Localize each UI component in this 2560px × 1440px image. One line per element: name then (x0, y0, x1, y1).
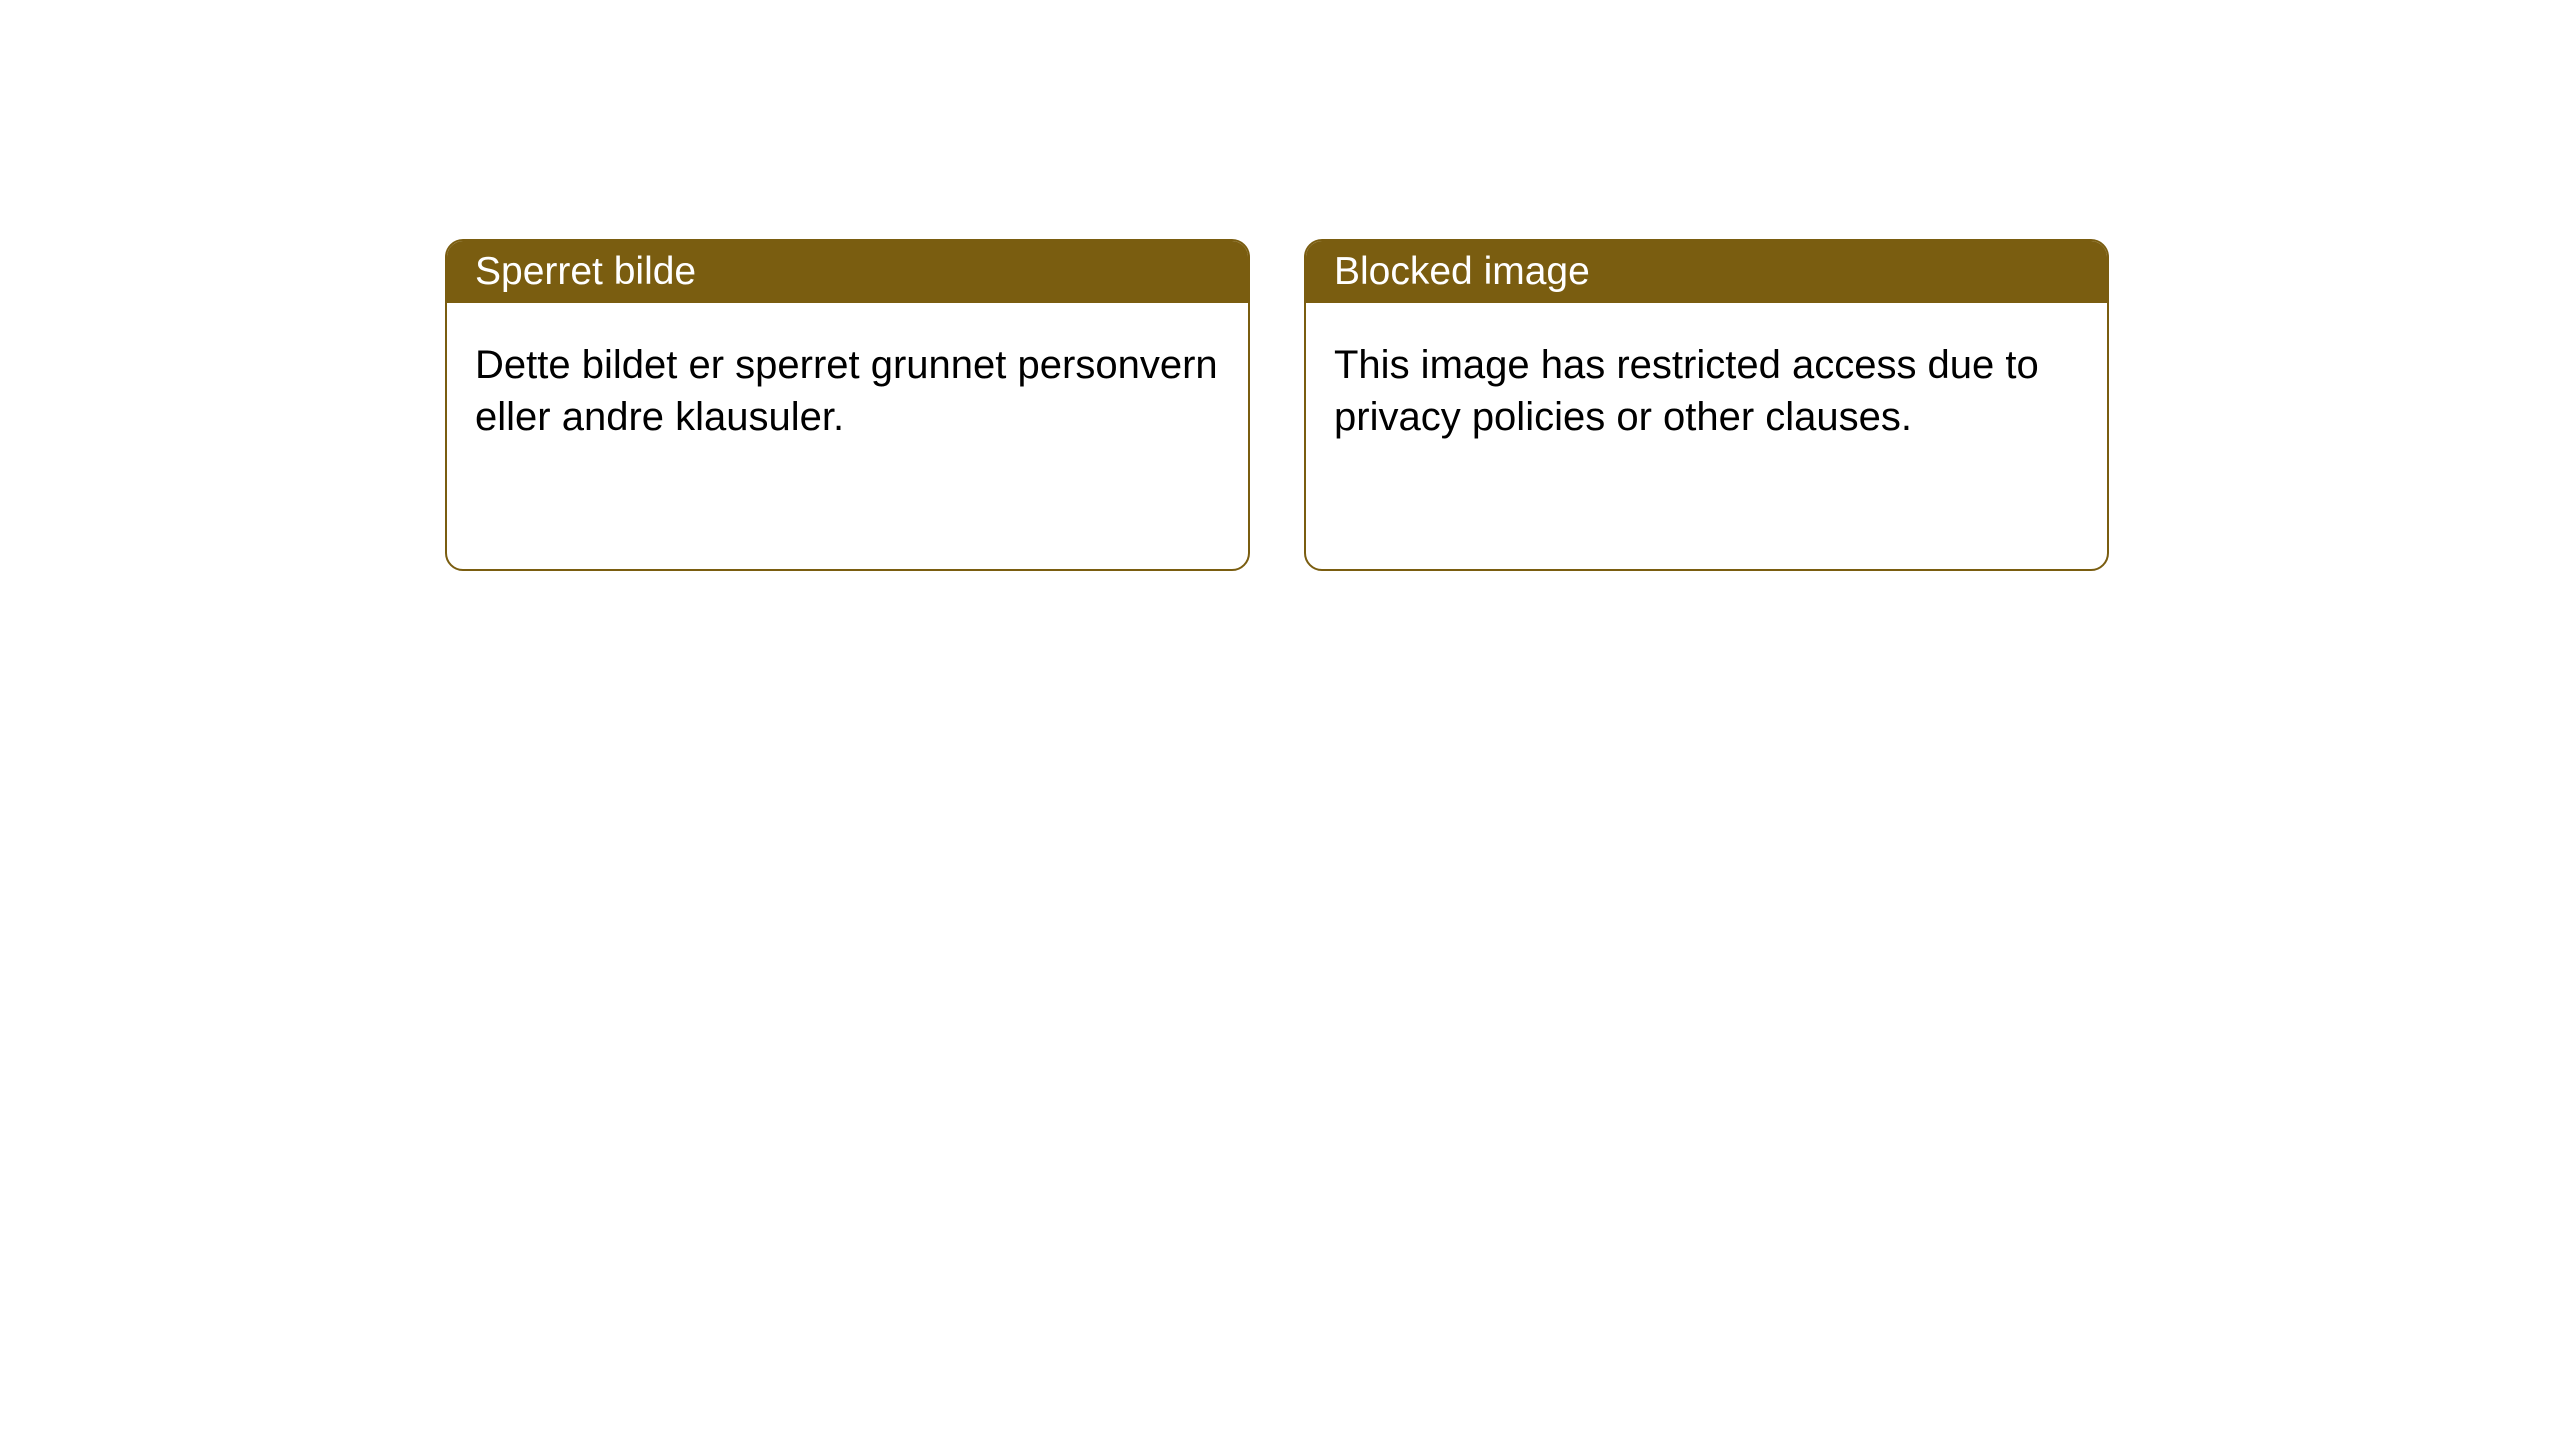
notice-container: Sperret bilde Dette bildet er sperret gr… (0, 0, 2560, 571)
card-body: Dette bildet er sperret grunnet personve… (447, 303, 1248, 479)
card-body: This image has restricted access due to … (1306, 303, 2107, 479)
card-header: Blocked image (1306, 241, 2107, 303)
card-body-text: This image has restricted access due to … (1334, 343, 2039, 439)
notice-card-norwegian: Sperret bilde Dette bildet er sperret gr… (445, 239, 1250, 571)
card-title: Blocked image (1334, 250, 1590, 294)
card-header: Sperret bilde (447, 241, 1248, 303)
notice-card-english: Blocked image This image has restricted … (1304, 239, 2109, 571)
card-body-text: Dette bildet er sperret grunnet personve… (475, 343, 1218, 439)
card-title: Sperret bilde (475, 250, 696, 294)
